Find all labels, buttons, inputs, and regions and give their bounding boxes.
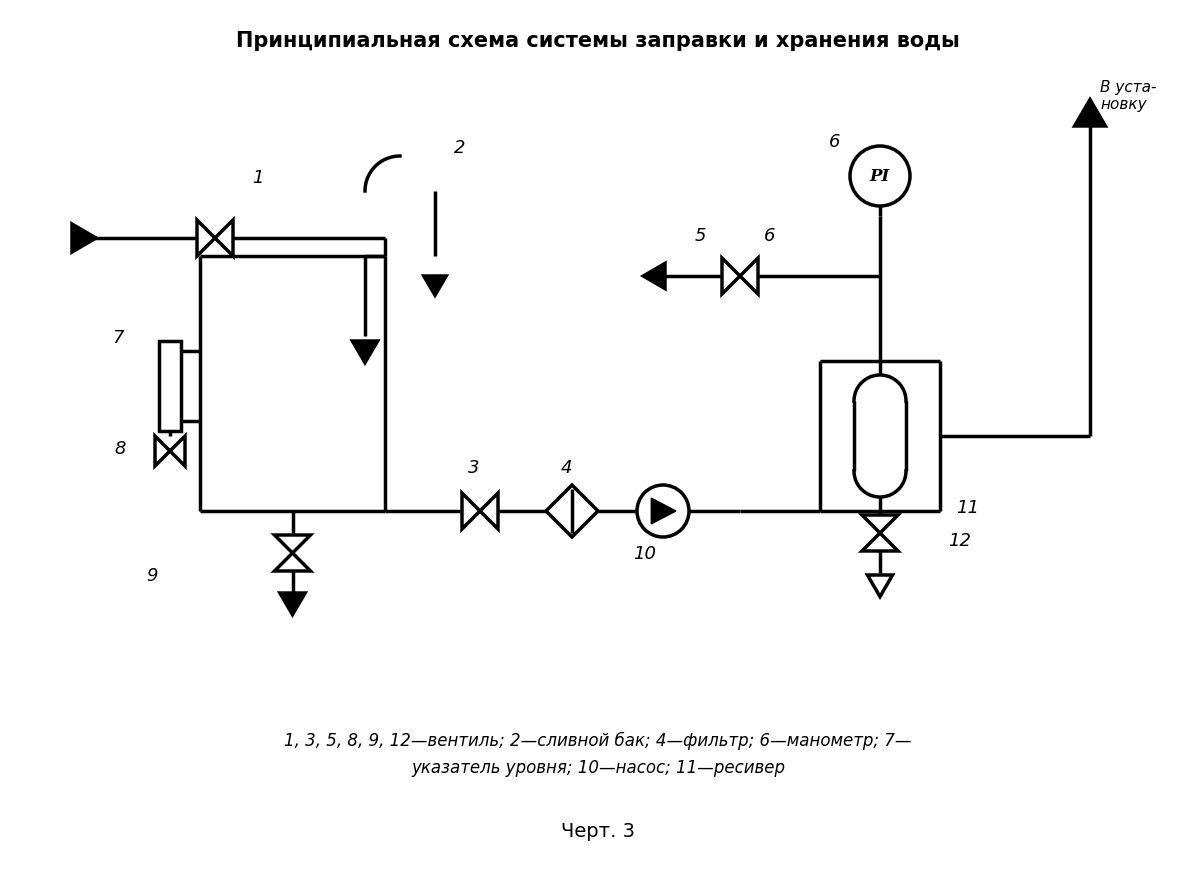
Text: Принципиальная схема системы заправки и хранения воды: Принципиальная схема системы заправки и … xyxy=(236,31,960,51)
Polygon shape xyxy=(170,436,186,466)
Polygon shape xyxy=(480,493,498,529)
Text: 12: 12 xyxy=(948,532,972,550)
Text: PI: PI xyxy=(870,168,891,185)
Polygon shape xyxy=(274,553,310,571)
Text: 10: 10 xyxy=(633,545,656,563)
Polygon shape xyxy=(546,485,598,537)
Polygon shape xyxy=(424,276,446,295)
Text: 7: 7 xyxy=(113,329,123,347)
Text: Черт. 3: Черт. 3 xyxy=(561,822,634,840)
Polygon shape xyxy=(740,258,758,294)
Text: 6: 6 xyxy=(830,133,840,151)
Polygon shape xyxy=(280,593,305,615)
Text: 5: 5 xyxy=(694,227,706,245)
Text: 1, 3, 5, 8, 9, 12—вентиль; 2—сливной бак; 4—фильтр; 6—манометр; 7—: 1, 3, 5, 8, 9, 12—вентиль; 2—сливной бак… xyxy=(284,732,912,750)
Polygon shape xyxy=(274,535,310,553)
Polygon shape xyxy=(462,493,480,529)
Polygon shape xyxy=(352,341,377,363)
Polygon shape xyxy=(644,263,666,289)
Polygon shape xyxy=(862,533,898,551)
Text: 2: 2 xyxy=(454,139,466,157)
Polygon shape xyxy=(722,258,740,294)
Polygon shape xyxy=(1075,99,1105,126)
Text: указатель уровня; 10—насос; 11—ресивер: указатель уровня; 10—насос; 11—ресивер xyxy=(411,759,785,777)
Text: 9: 9 xyxy=(146,567,158,585)
Text: 11: 11 xyxy=(956,499,979,517)
Polygon shape xyxy=(651,498,676,524)
Circle shape xyxy=(637,485,689,537)
Polygon shape xyxy=(868,575,893,597)
Circle shape xyxy=(850,146,910,206)
Polygon shape xyxy=(862,515,898,533)
Polygon shape xyxy=(198,220,215,256)
Text: 1: 1 xyxy=(253,169,263,187)
Text: 8: 8 xyxy=(114,440,126,458)
Text: В уста-
новку: В уста- новку xyxy=(1100,80,1156,112)
Polygon shape xyxy=(215,220,233,256)
Text: 4: 4 xyxy=(560,459,572,477)
Polygon shape xyxy=(72,224,96,252)
Polygon shape xyxy=(154,436,170,466)
Text: 6: 6 xyxy=(764,227,776,245)
Bar xyxy=(159,341,181,431)
Text: 3: 3 xyxy=(468,459,480,477)
